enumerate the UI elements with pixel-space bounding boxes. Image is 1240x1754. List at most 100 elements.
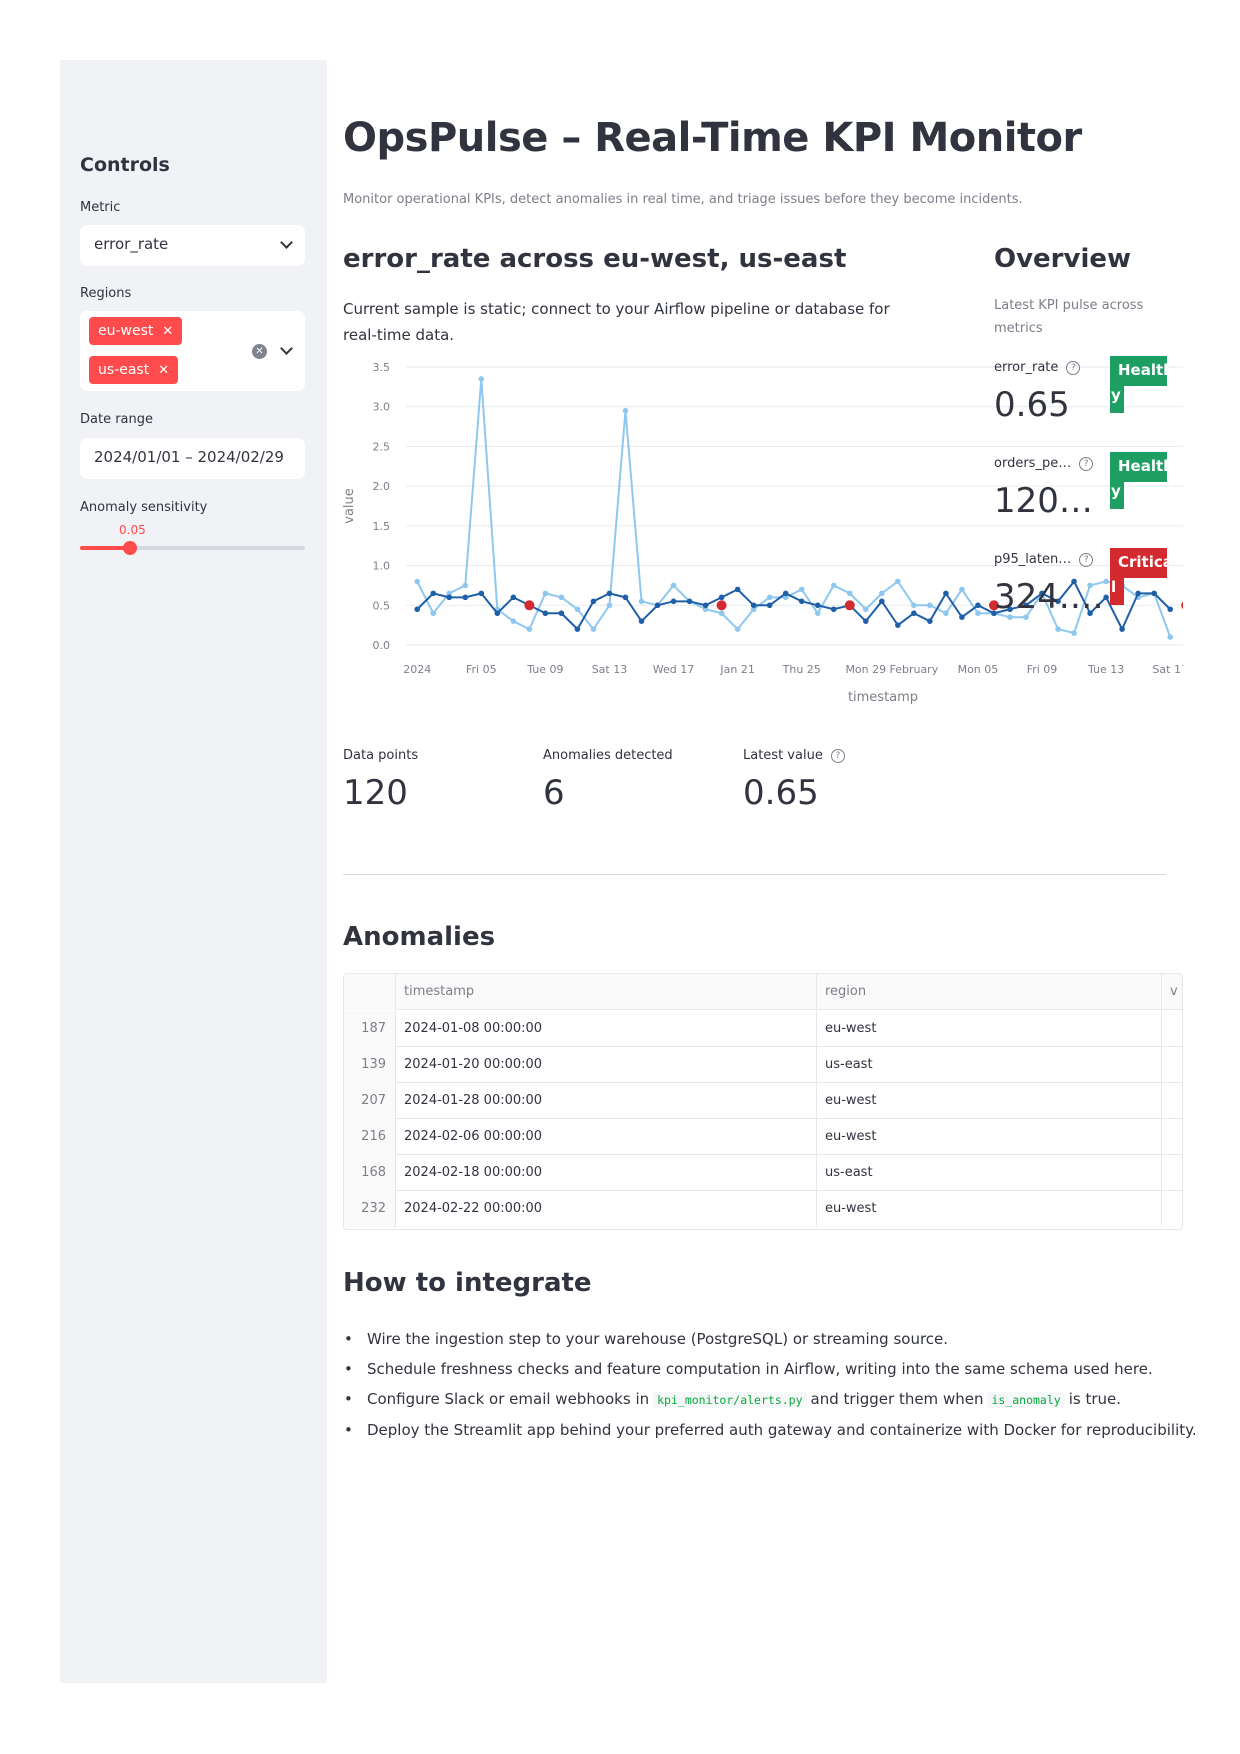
cell-region[interactable]: us-east — [817, 1155, 1162, 1191]
cell-region[interactable]: eu-west — [817, 1083, 1162, 1119]
y-tick-label: 0.0 — [373, 639, 391, 652]
cell-region[interactable]: eu-west — [817, 1011, 1162, 1047]
x-tick-label: Fri 09 — [1027, 663, 1058, 676]
cell-timestamp[interactable]: 2024-02-22 00:00:00 — [396, 1191, 817, 1227]
anomalies-table[interactable]: timestamp region v 187 2024-01-08 00:00:… — [343, 973, 1183, 1230]
sensitivity-label: Anomaly sensitivity — [80, 500, 208, 515]
cell-timestamp[interactable]: 2024-02-06 00:00:00 — [396, 1119, 817, 1155]
column-header-timestamp[interactable]: timestamp — [396, 974, 817, 1010]
data-point — [526, 626, 533, 632]
x-tick-label: Tue 09 — [526, 663, 563, 676]
data-point — [895, 622, 901, 628]
data-point — [590, 626, 597, 632]
help-icon[interactable]: ? — [1079, 456, 1094, 471]
cell-value[interactable] — [1162, 1119, 1182, 1155]
cell-timestamp[interactable]: 2024-01-28 00:00:00 — [396, 1083, 817, 1119]
metric-label: Metric — [80, 200, 121, 215]
data-point — [782, 590, 789, 597]
cell-region[interactable]: eu-west — [817, 1191, 1162, 1227]
metric-anomalies-label: Anomalies detected — [543, 748, 673, 763]
cell-value[interactable] — [1162, 1011, 1182, 1047]
page-title: OpsPulse – Real-Time KPI Monitor — [343, 115, 1082, 161]
data-point — [430, 590, 437, 597]
region-tag-eu-west[interactable]: eu-west ✕ — [89, 317, 183, 345]
data-point — [1071, 578, 1077, 585]
data-point — [446, 590, 453, 597]
y-tick-label: 0.5 — [373, 599, 391, 612]
table-row[interactable]: 216 2024-02-06 00:00:00 eu-west — [344, 1119, 1182, 1155]
region-tag-label: eu-west — [98, 323, 154, 339]
regions-multiselect[interactable]: eu-west ✕ us-east ✕ ✕ — [80, 311, 305, 391]
column-header-region[interactable]: region — [817, 974, 1162, 1010]
data-point — [718, 610, 725, 617]
data-point — [606, 602, 613, 609]
y-axis-label: value — [343, 488, 357, 524]
region-tag-us-east[interactable]: us-east ✕ — [89, 356, 179, 384]
data-point — [927, 602, 933, 609]
table-row[interactable]: 232 2024-02-22 00:00:00 eu-west — [344, 1191, 1182, 1227]
data-point — [1023, 614, 1029, 620]
anomalies-heading: Anomalies — [343, 922, 496, 952]
overview-metric-name: error_rate? — [994, 360, 1081, 375]
chevron-down-icon[interactable] — [280, 342, 293, 355]
status-badge-tail: y — [1110, 385, 1124, 413]
help-icon[interactable]: ? — [830, 748, 845, 763]
table-row[interactable]: 168 2024-02-18 00:00:00 us-east — [344, 1155, 1182, 1191]
divider — [343, 874, 1166, 875]
x-tick-label: Sat 17 — [1152, 663, 1183, 676]
cell-value[interactable] — [1162, 1155, 1182, 1191]
overview-heading: Overview — [994, 244, 1132, 274]
slider-thumb[interactable] — [122, 541, 137, 555]
y-tick-label: 2.5 — [373, 440, 391, 453]
cell-timestamp[interactable]: 2024-02-18 00:00:00 — [396, 1155, 817, 1191]
data-point — [542, 590, 549, 597]
metric-select[interactable]: error_rate — [80, 225, 305, 266]
list-item: Configure Slack or email webhooks inkpi_… — [343, 1384, 1203, 1415]
row-index: 207 — [344, 1083, 396, 1119]
close-icon[interactable]: ✕ — [162, 324, 174, 339]
x-tick-label: 2024 — [403, 663, 431, 676]
cell-value[interactable] — [1162, 1083, 1182, 1119]
series-line-1 — [416, 580, 1171, 631]
chart-container[interactable]: 0.0 0.5 1.0 1.5 2.0 2.5 3.0 3.5 2024 Fri 05 Tue 09… — [343, 355, 1183, 715]
table-row[interactable]: 187 2024-01-08 00:00:00 eu-west — [344, 1011, 1182, 1047]
table-row[interactable]: 139 2024-01-20 00:00:00 us-east — [344, 1047, 1182, 1083]
cell-value[interactable] — [1162, 1047, 1182, 1083]
sensitivity-slider[interactable] — [80, 541, 305, 555]
table-row[interactable]: 207 2024-01-28 00:00:00 eu-west — [344, 1083, 1182, 1119]
x-tick-label: Sat 13 — [592, 663, 628, 676]
overview-caption: Latest KPI pulse across metrics — [994, 298, 1144, 336]
integrate-heading: How to integrate — [343, 1268, 592, 1298]
data-point — [478, 590, 485, 597]
data-point — [622, 594, 629, 601]
data-point — [1135, 590, 1141, 597]
list-item-text: is true. — [1068, 1390, 1122, 1408]
data-point — [558, 594, 565, 601]
date-range-input[interactable]: 2024/01/01 – 2024/02/29 — [80, 438, 305, 479]
close-icon[interactable]: ✕ — [158, 363, 170, 378]
chevron-down-icon[interactable] — [280, 236, 293, 249]
data-point — [750, 606, 757, 613]
inline-code: is_anomaly — [987, 1392, 1065, 1408]
x-tick-label: Mon 05 — [958, 663, 999, 676]
data-point — [494, 610, 501, 617]
cell-value[interactable] — [1162, 1191, 1182, 1227]
data-point — [510, 594, 517, 601]
data-point — [879, 590, 885, 597]
help-icon[interactable]: ? — [1066, 360, 1081, 375]
cell-region[interactable]: eu-west — [817, 1119, 1162, 1155]
help-icon[interactable]: ? — [1079, 552, 1094, 567]
x-tick-label: Thu 25 — [782, 663, 821, 676]
table-header: timestamp region v — [344, 974, 1182, 1010]
data-point — [622, 407, 629, 414]
data-point — [1071, 630, 1077, 636]
data-point — [975, 610, 981, 617]
column-header-value[interactable]: v — [1170, 984, 1178, 999]
cell-region[interactable]: us-east — [817, 1047, 1162, 1083]
clear-all-icon[interactable]: ✕ — [252, 344, 267, 359]
cell-timestamp[interactable]: 2024-01-08 00:00:00 — [396, 1011, 817, 1047]
anomaly-point — [844, 600, 855, 611]
line-chart[interactable]: 0.0 0.5 1.0 1.5 2.0 2.5 3.0 3.5 2024 Fri 05 Tue 09… — [343, 355, 1183, 715]
cell-timestamp[interactable]: 2024-01-20 00:00:00 — [396, 1047, 817, 1083]
inline-code: kpi_monitor/alerts.py — [653, 1392, 807, 1408]
